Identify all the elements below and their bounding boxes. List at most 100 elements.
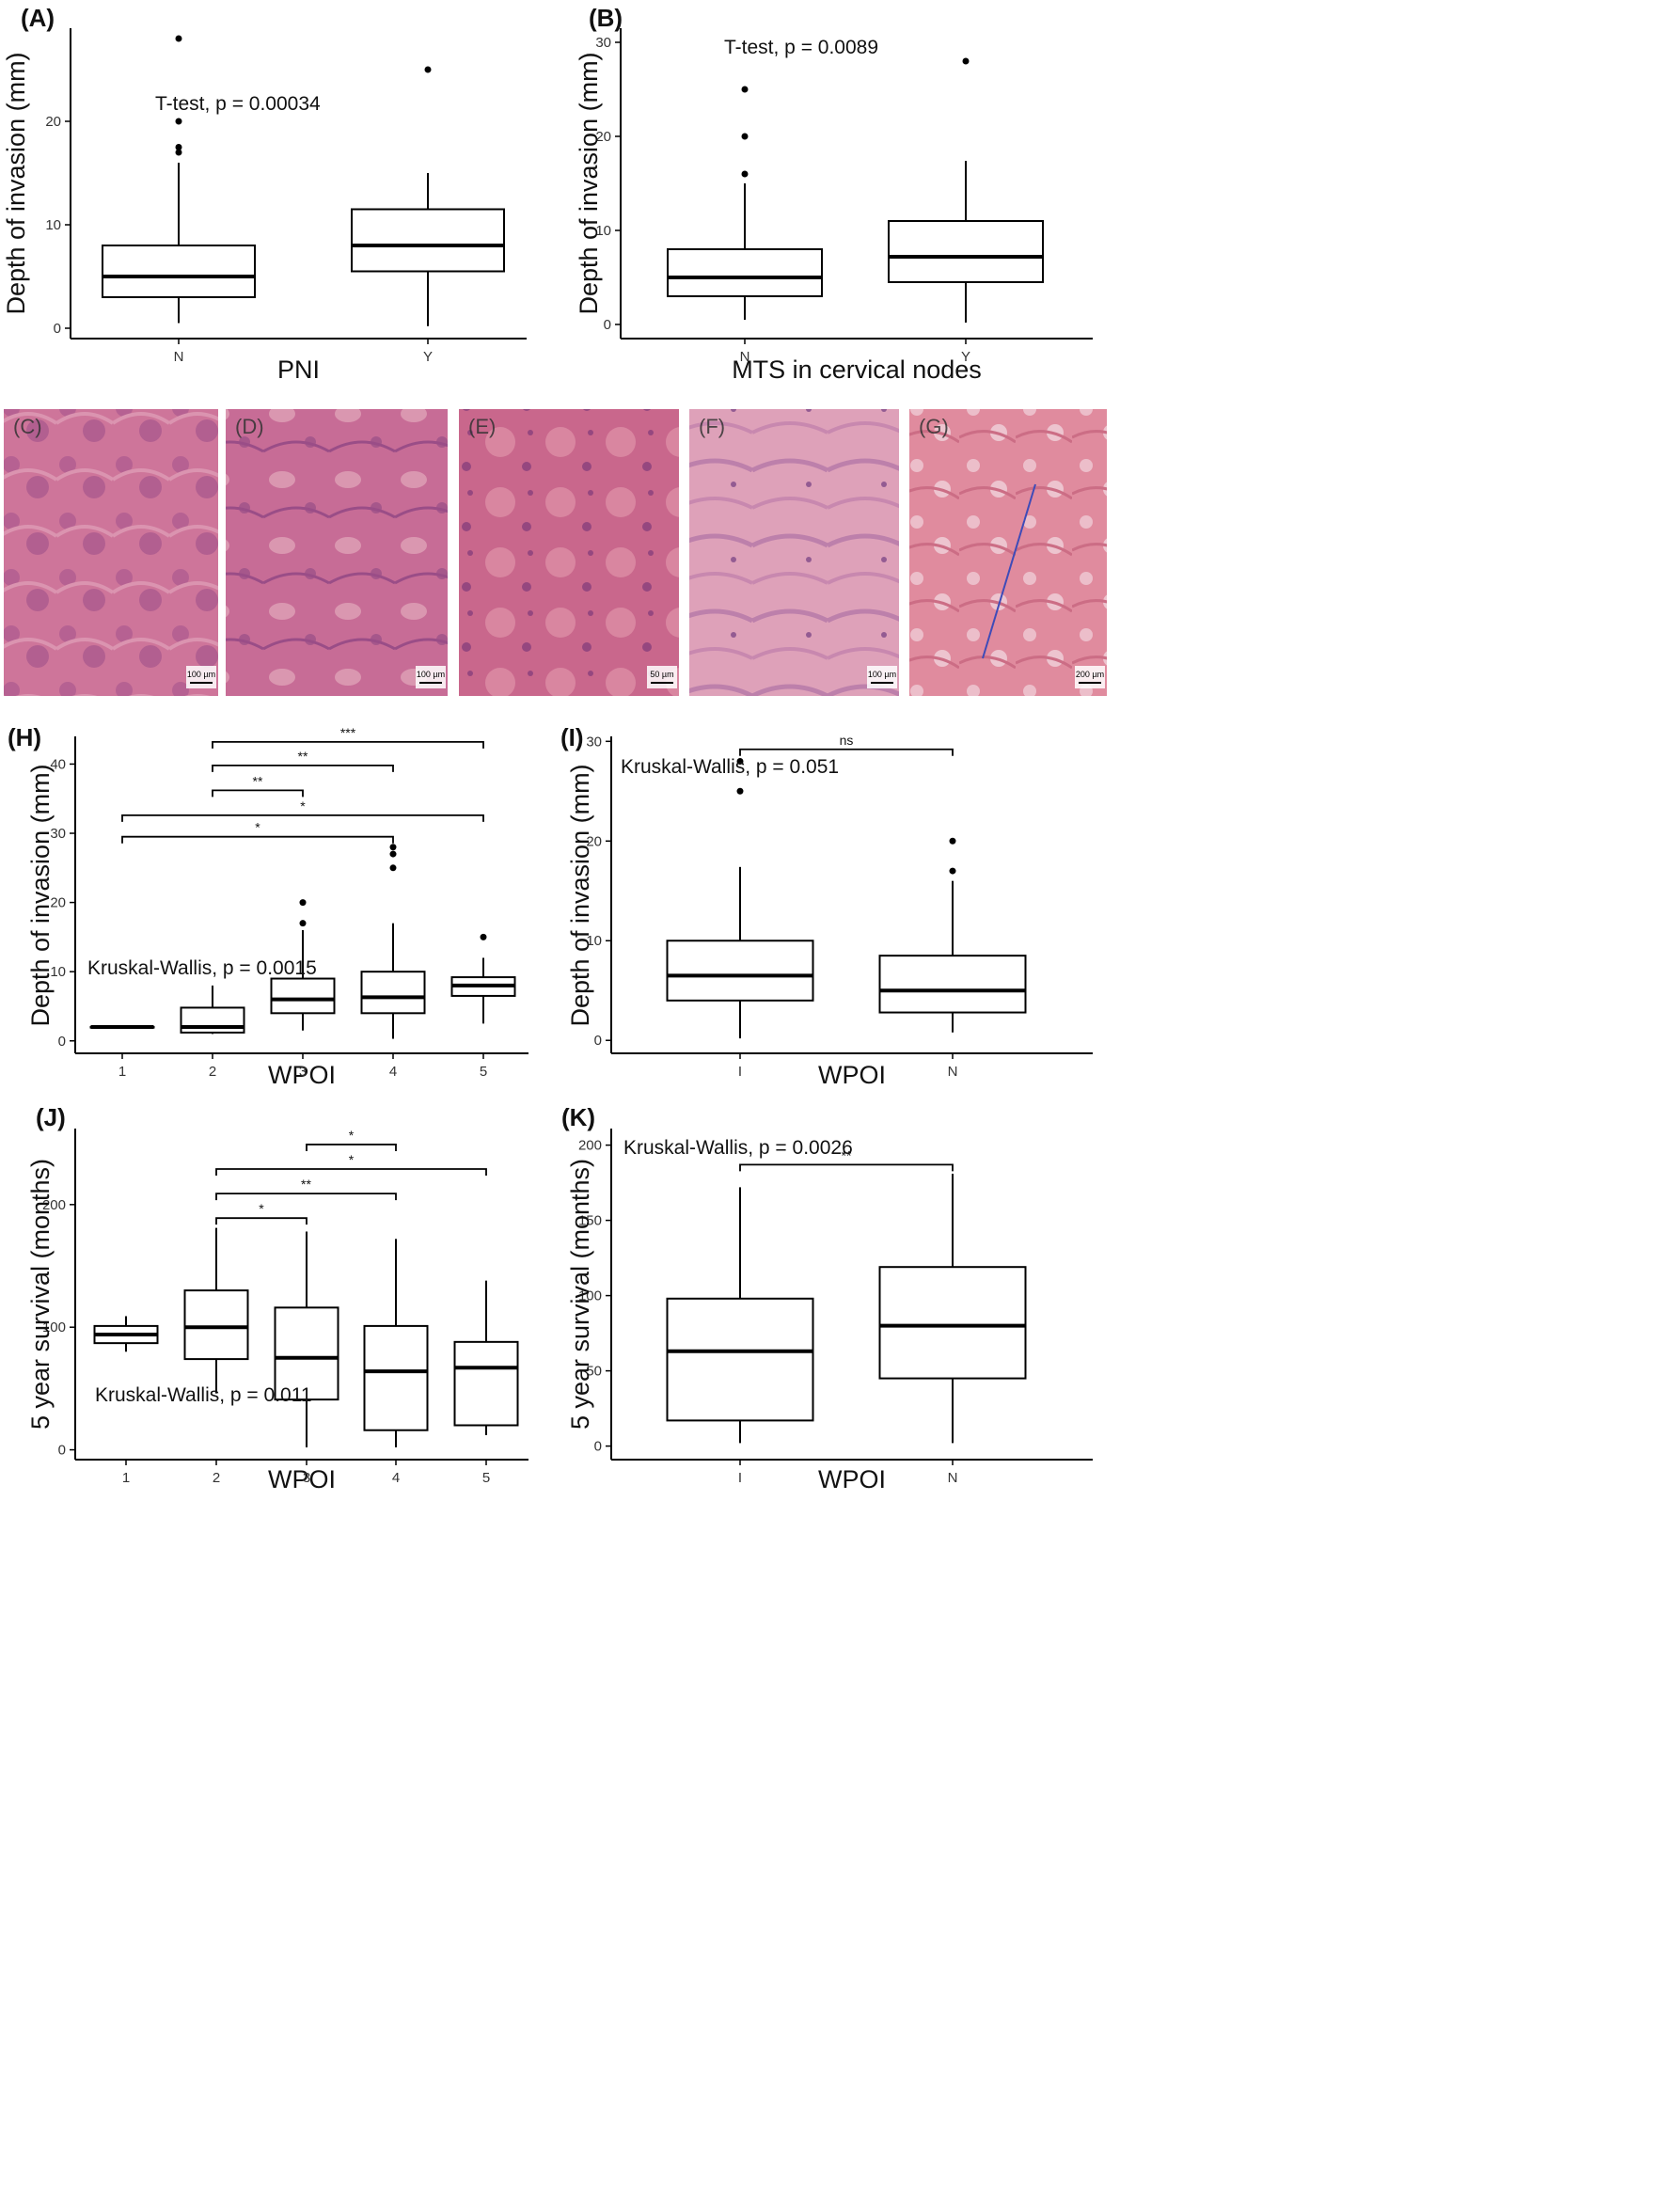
y-axis-title: Depth of invasion (mm) <box>566 764 594 1026</box>
bracket-line <box>215 1168 487 1177</box>
outlier-point <box>949 837 956 845</box>
bracket-line <box>215 1193 397 1201</box>
scale-bar-background <box>1075 666 1105 688</box>
x-tick-label: 1 <box>122 1470 130 1486</box>
outlier-point <box>962 57 970 65</box>
panel-label: (K) <box>561 1103 595 1131</box>
significance-label: ** <box>298 749 308 764</box>
outlier-point <box>175 144 182 150</box>
scale-bar-background <box>416 666 446 688</box>
micrograph-3: (E) 50 µm <box>459 409 679 696</box>
x-axis-title: PNI <box>277 356 320 384</box>
box-group-2: 2 <box>183 1227 249 1486</box>
box-group-3: 3 <box>270 899 336 1080</box>
outlier-point <box>741 133 749 140</box>
scale-bar-background <box>867 666 897 688</box>
significance-label: * <box>349 1128 355 1143</box>
outlier-point <box>175 35 182 42</box>
y-tick-label: 100 <box>42 1319 66 1335</box>
y-tick-label: 0 <box>594 1439 602 1455</box>
x-tick-label: I <box>738 1470 742 1486</box>
box-group-N: N <box>667 86 823 365</box>
x-axis-title: WPOI <box>268 1465 336 1493</box>
bracket-line <box>739 1163 954 1172</box>
y-tick-label: 200 <box>578 1138 602 1154</box>
y-tick-label: 40 <box>50 756 66 772</box>
test-annotation: Kruskal-Wallis, p = 0.0026 <box>623 1137 853 1159</box>
significance-bracket: *** <box>212 725 484 749</box>
box-group-Y: Y <box>888 57 1044 365</box>
box <box>878 955 1027 1014</box>
significance-bracket: ** <box>212 749 394 772</box>
bracket-line <box>121 835 394 844</box>
test-annotation: Kruskal-Wallis, p = 0.0015 <box>87 957 317 979</box>
box <box>453 1340 519 1427</box>
y-tick-label: 30 <box>586 734 602 750</box>
tissue-texture <box>689 409 899 696</box>
tissue-texture <box>4 409 218 696</box>
y-tick-label: 0 <box>54 321 61 337</box>
micrograph-2: (D) 100 µm <box>226 409 448 696</box>
y-tick-label: 0 <box>58 1034 66 1050</box>
outlier-point <box>736 757 744 765</box>
bracket-line <box>215 1217 308 1225</box>
y-tick-label: 150 <box>578 1213 602 1229</box>
bracket-line <box>739 748 954 756</box>
box-group-4: 4 <box>360 844 426 1080</box>
box-group-5: 5 <box>450 933 516 1080</box>
box-group-3: 3 <box>274 1231 339 1486</box>
y-tick-label: 100 <box>578 1288 602 1304</box>
outlier-point <box>299 899 307 907</box>
x-axis-title: MTS in cervical nodes <box>732 356 982 384</box>
box <box>102 245 256 298</box>
x-axis-title: WPOI <box>268 1061 336 1089</box>
test-annotation: T-test, p = 0.0089 <box>724 37 878 58</box>
significance-bracket: * <box>306 1128 397 1151</box>
x-tick-label: 5 <box>480 1064 487 1080</box>
outlier-point <box>949 867 956 875</box>
box-group-Y: Y <box>351 66 505 365</box>
significance-bracket: ** <box>739 1147 954 1172</box>
y-tick-label: 30 <box>50 826 66 842</box>
significance-bracket: * <box>215 1201 308 1225</box>
scale-bar-background <box>647 666 677 688</box>
box-group-I: I <box>666 1187 814 1486</box>
y-tick-label: 20 <box>45 114 61 130</box>
significance-bracket: ns <box>739 733 954 756</box>
scale-bar-label: 50 µm <box>650 670 673 679</box>
scale-bar-label: 200 µm <box>1076 670 1104 679</box>
significance-label: * <box>255 820 260 835</box>
y-axis-title: Depth of invasion (mm) <box>2 52 30 314</box>
x-tick-label: 2 <box>213 1470 220 1486</box>
box-group-1: 1 <box>93 1316 159 1486</box>
outlier-point <box>389 864 397 872</box>
box <box>363 1324 429 1431</box>
y-tick-label: 20 <box>586 833 602 849</box>
outlier-point <box>424 66 432 73</box>
panel-label: (H) <box>8 723 41 751</box>
x-tick-label: N <box>740 349 750 365</box>
tissue-texture <box>909 409 1107 696</box>
bracket-line <box>212 740 484 749</box>
bracket-line <box>212 789 304 798</box>
significance-label: * <box>300 798 306 814</box>
bracket-line <box>212 765 394 772</box>
outlier-point <box>175 118 182 125</box>
y-axis-title: Depth of invasion (mm) <box>575 52 603 314</box>
measurement-line <box>982 483 1036 659</box>
outlier-point <box>736 787 744 795</box>
significance-bracket: * <box>121 798 484 822</box>
box-group-2: 2 <box>180 985 245 1080</box>
significance-label: ** <box>253 773 263 788</box>
box <box>360 971 426 1015</box>
x-tick-label: N <box>174 349 184 365</box>
box <box>667 248 823 297</box>
bracket-line <box>121 814 484 822</box>
y-axis-title: 5 year survival (months) <box>566 1159 594 1430</box>
scale-bar-label: 100 µm <box>417 670 445 679</box>
box-group-5: 5 <box>453 1280 519 1486</box>
y-tick-label: 10 <box>45 217 61 233</box>
